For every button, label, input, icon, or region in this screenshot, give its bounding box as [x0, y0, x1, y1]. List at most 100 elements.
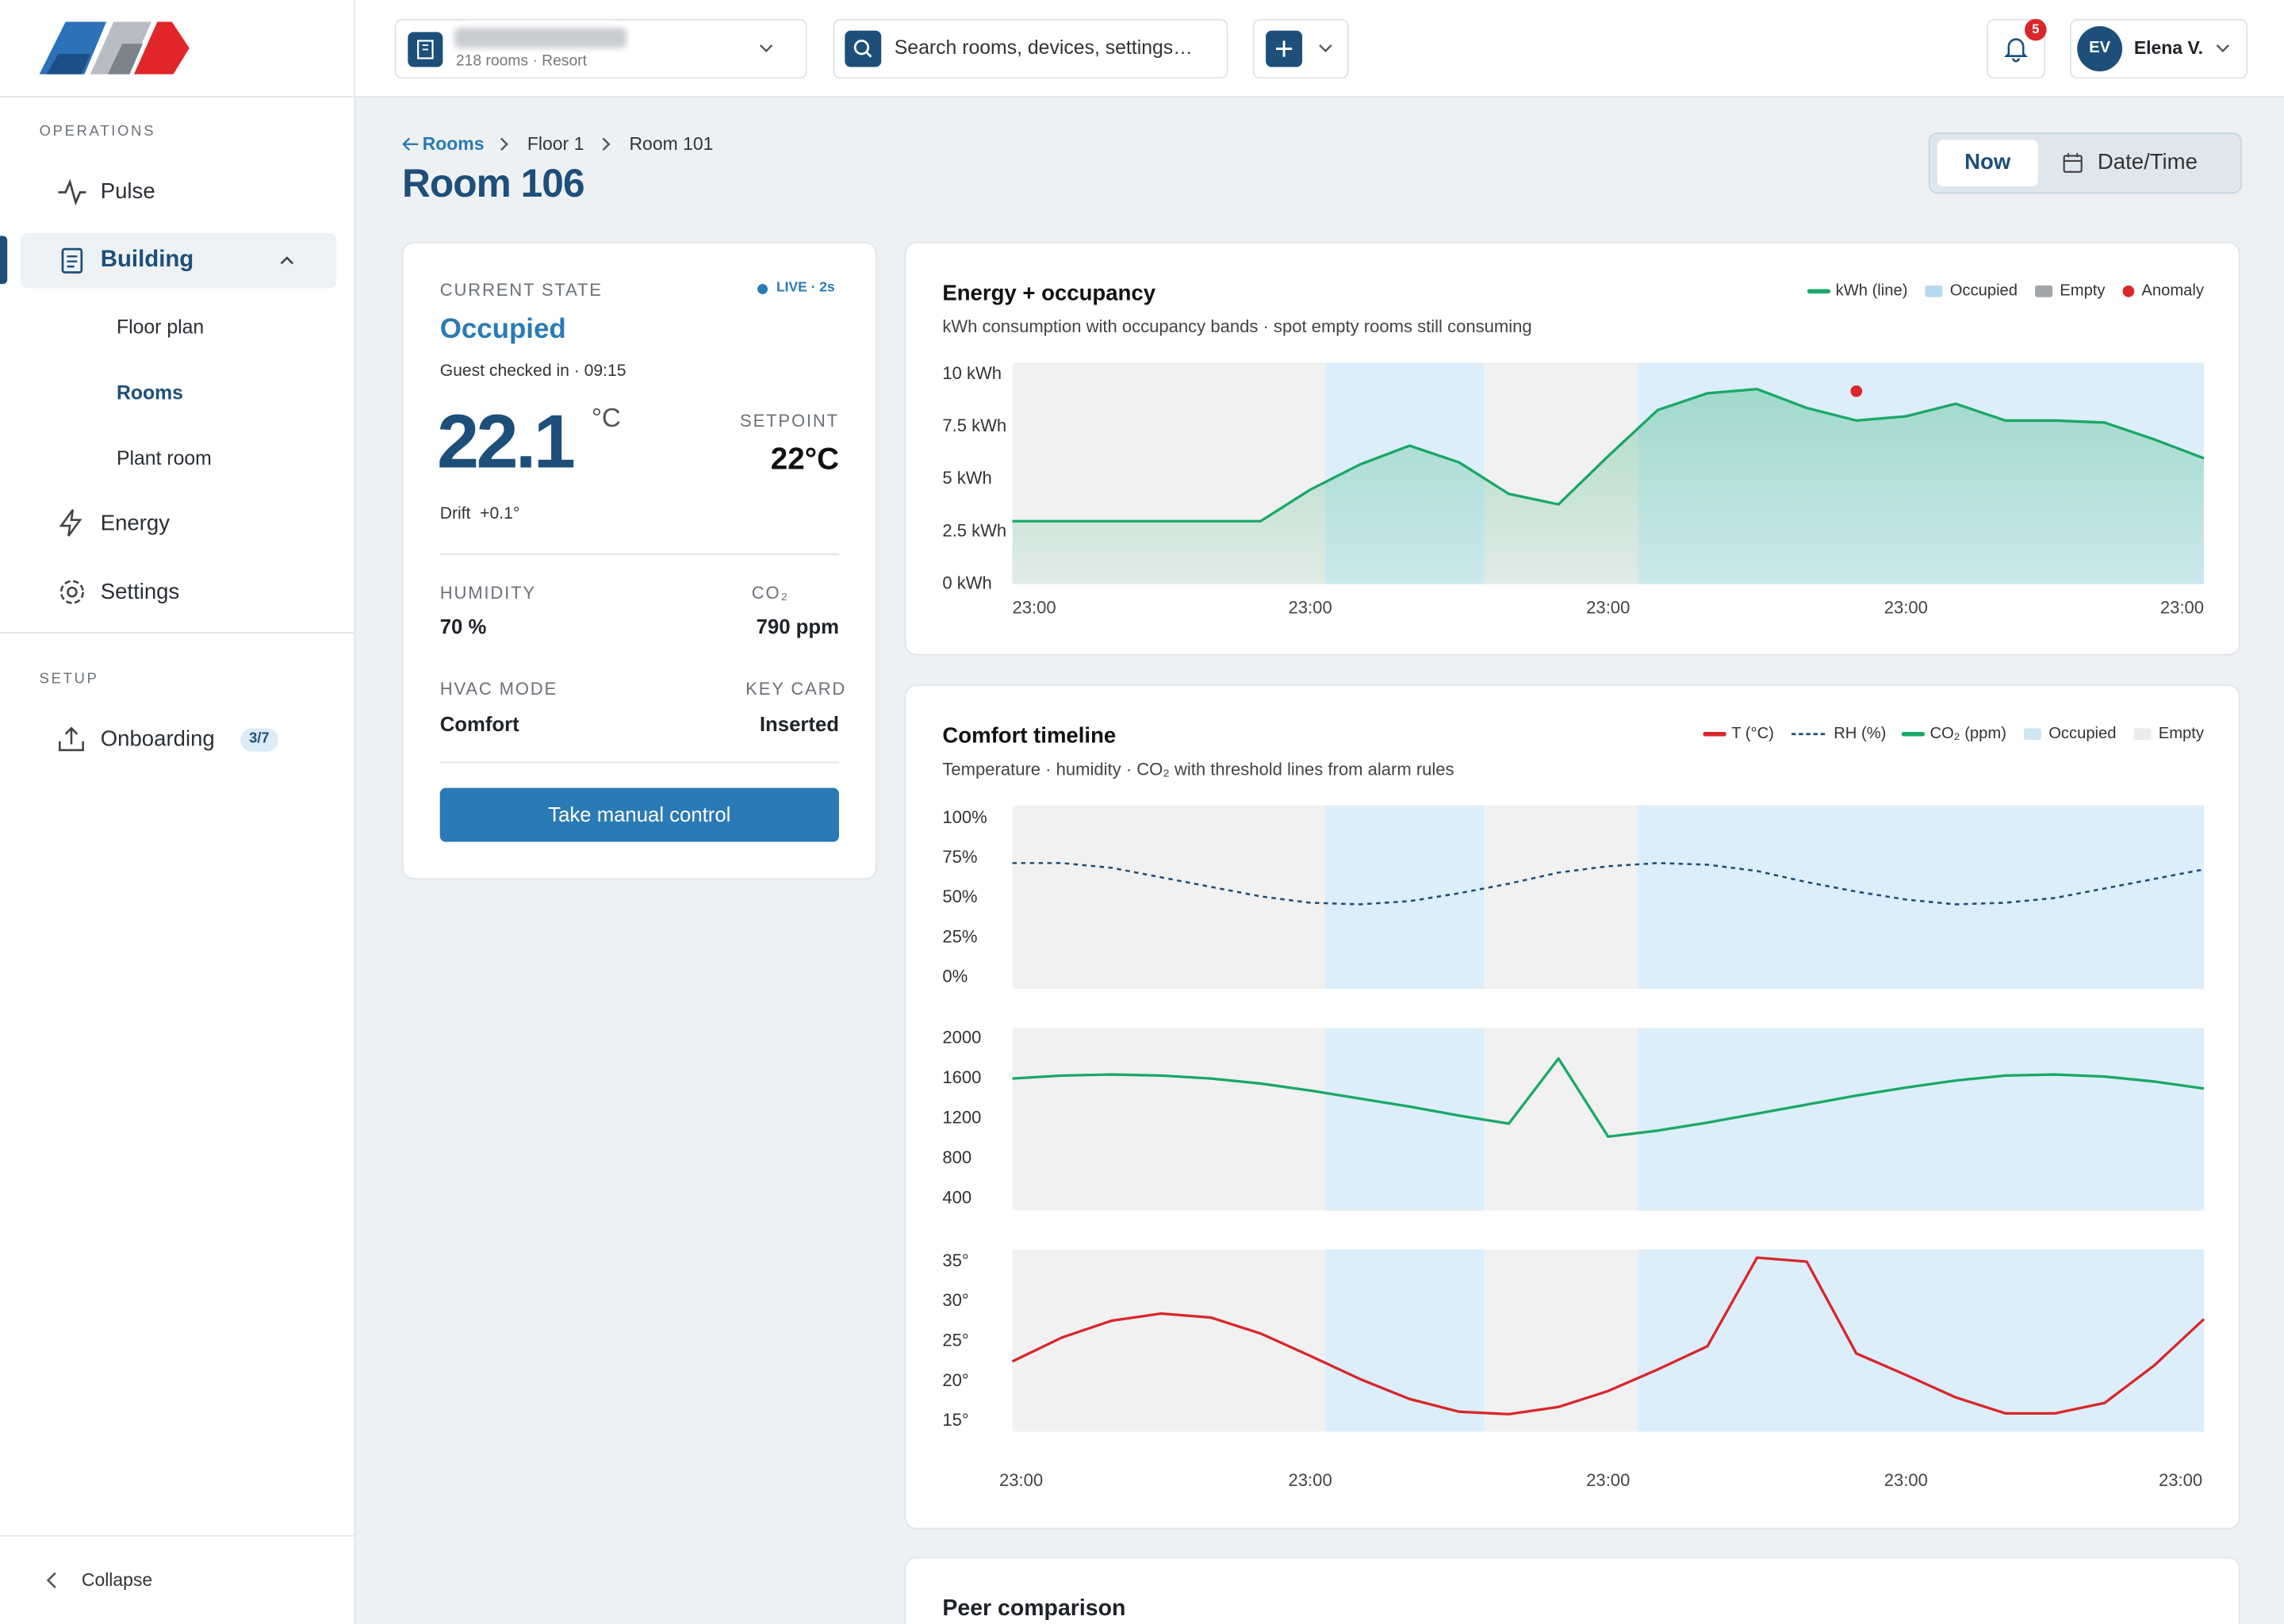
metric-value: Comfort	[439, 712, 519, 736]
legend-swatch	[2133, 728, 2152, 741]
icon	[2003, 38, 2029, 63]
search-placeholder[interactable]: Search rooms, devices, settings…	[894, 36, 1193, 59]
chart-title: Energy + occupancy	[942, 280, 1155, 304]
comfort-card: Comfort timeline Temperature · humidity ·…	[904, 684, 2240, 1530]
group-title: OPERATIONS	[39, 124, 156, 140]
nav-item[interactable]: Onboarding	[100, 726, 215, 752]
chevron	[759, 44, 773, 52]
legend-label: kWh (line)	[1836, 282, 1908, 300]
metric-label: HVAC MODE	[439, 678, 558, 699]
line	[1011, 1256, 2205, 1416]
live-indicator: LIVE · 2s	[776, 279, 835, 296]
legend-swatch	[1925, 285, 1943, 297]
metric-value: Inserted	[759, 712, 839, 736]
x-tick-label: 23:00	[2159, 1470, 2202, 1490]
legend-label: Occupied	[1950, 282, 2018, 300]
setpoint: 22°C	[770, 442, 839, 477]
occupancy-band	[1324, 1249, 1485, 1432]
nav-item[interactable]: Energy	[100, 511, 171, 536]
chevron	[1319, 44, 1332, 52]
area	[1012, 389, 2204, 584]
metric-value: 790 ppm	[756, 615, 839, 638]
nav-item[interactable]: Building	[100, 247, 194, 273]
chart-title: Comfort timeline	[942, 723, 1116, 748]
divider	[0, 632, 354, 634]
state-value: Occupied	[439, 314, 566, 346]
state-label: CURRENT STATE	[439, 279, 603, 301]
icon	[417, 40, 434, 59]
avatar: EV	[2077, 26, 2123, 72]
icon	[853, 40, 872, 58]
temperature-unit: °C	[591, 403, 621, 433]
legend-label: Empty	[2060, 282, 2106, 300]
icon	[58, 178, 86, 206]
nav-subitem[interactable]: Plant room	[116, 446, 212, 469]
back-arrow	[402, 137, 419, 151]
legend-swatch	[2035, 285, 2053, 297]
energy-chart: Energy + occupancy kWh consumption with o…	[942, 280, 2205, 618]
legend-label: CO₂ (ppm)	[1930, 725, 2006, 742]
legend-label: Occupied	[2048, 725, 2116, 742]
occupancy-band	[1324, 1028, 1485, 1211]
nav-subitem[interactable]: Rooms	[116, 381, 183, 404]
notifications[interactable]	[1987, 18, 2045, 79]
x-tick-label: 23:00	[1586, 1470, 1630, 1490]
chevron[interactable]	[44, 1570, 61, 1591]
peer-card: Peer comparison	[904, 1557, 2240, 1624]
x-tick-label: 23:00	[1013, 598, 1056, 618]
icon	[59, 726, 84, 752]
y-tick-label: 2000	[942, 1027, 981, 1047]
redacted-name	[454, 27, 627, 48]
manual-control-button[interactable]: Take manual control	[439, 787, 839, 842]
live-dot	[757, 284, 768, 295]
x-tick-label: 23:00	[2160, 598, 2204, 618]
legend-swatch	[2023, 728, 2042, 741]
separator	[602, 137, 611, 151]
legend-label: Empty	[2159, 725, 2205, 742]
y-tick-label: 1600	[942, 1067, 981, 1087]
notification-badge: 5	[2025, 18, 2047, 41]
y-tick-label: 5 kWh	[942, 468, 991, 488]
occupancy-band	[1638, 1249, 2204, 1432]
legend-swatch	[2122, 285, 2135, 297]
y-tick-label: 20°	[942, 1370, 968, 1390]
property-meta: 218 rooms · Resort	[455, 52, 587, 71]
search-box[interactable]	[833, 18, 1228, 79]
y-tick-label: 50%	[942, 887, 977, 906]
metric-label: CO₂	[751, 582, 789, 603]
line	[1012, 1057, 2205, 1139]
group-title: SETUP	[39, 671, 99, 688]
y-tick-label: 400	[942, 1188, 971, 1208]
toggle-datetime[interactable]: Date/Time	[2097, 150, 2198, 175]
icon	[61, 247, 83, 274]
y-tick-label: 35°	[942, 1251, 968, 1270]
collapse[interactable]: Collapse	[81, 1570, 153, 1591]
legend-label: T (°C)	[1731, 725, 1774, 742]
search-icon	[845, 30, 882, 67]
state-detail: Guest checked in · 09:15	[439, 362, 627, 381]
breadcrumb-link[interactable]: Floor 1	[527, 133, 584, 155]
y-tick-label: 1200	[942, 1107, 981, 1127]
y-tick-label: 0%	[942, 966, 968, 986]
x-tick-label: 23:00	[1884, 1470, 1928, 1490]
x-tick-label: 23:00	[1884, 598, 1928, 618]
breadcrumb-link[interactable]: Rooms	[422, 133, 485, 155]
y-tick-label: 25°	[942, 1331, 968, 1350]
calendar-icon	[2063, 152, 2083, 173]
chevron	[2216, 44, 2230, 52]
metric-value: 70 %	[439, 615, 487, 638]
x-tick-label: 23:00	[1289, 598, 1332, 618]
badge: 3/7	[240, 728, 278, 752]
nav-item[interactable]: Pulse	[100, 178, 155, 205]
icon	[1275, 40, 1293, 57]
separator	[500, 137, 508, 151]
divider	[439, 553, 839, 555]
toggle-now[interactable]: Now	[1937, 140, 2038, 187]
logo[interactable]	[0, 0, 354, 98]
chevron	[280, 256, 294, 265]
nav-item[interactable]: Settings	[100, 580, 180, 605]
y-tick-label: 25%	[942, 926, 977, 946]
nav-subitem[interactable]: Floor plan	[116, 316, 205, 339]
